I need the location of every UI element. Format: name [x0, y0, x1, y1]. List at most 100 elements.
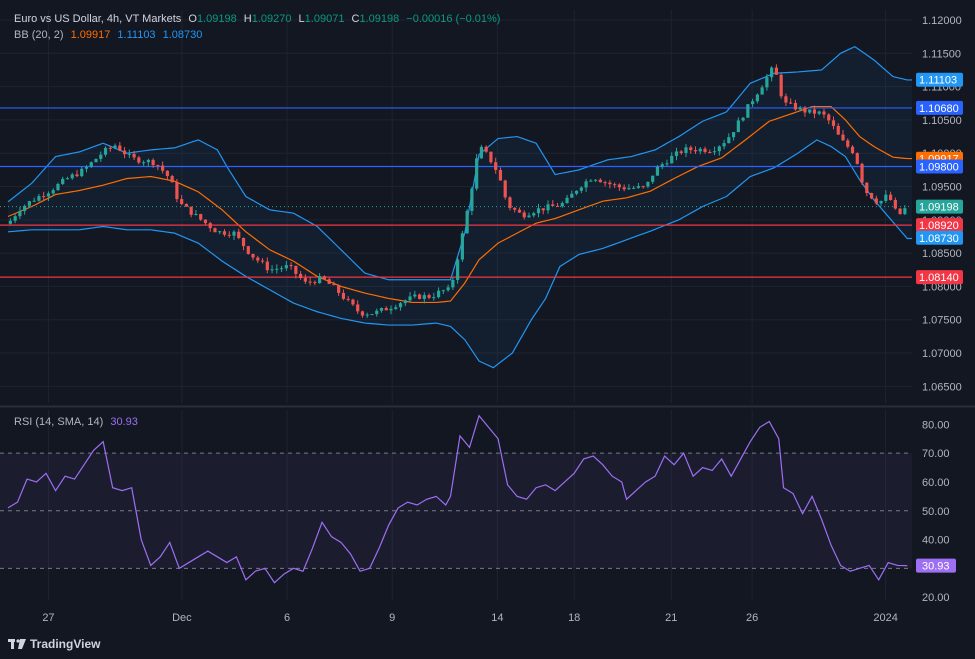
candle-body: [884, 194, 888, 201]
tradingview-logo[interactable]: TradingView: [8, 637, 100, 651]
price-axis-label: 1.08140: [919, 272, 959, 284]
candle-body: [736, 120, 740, 133]
candle-body: [860, 163, 864, 183]
candle-body: [341, 292, 346, 299]
candle-body: [42, 196, 46, 198]
candle-body: [32, 200, 36, 202]
candle-body: [517, 209, 522, 213]
candle-body: [89, 162, 93, 167]
candle-body: [260, 260, 265, 262]
bb-lower-line: [7, 139, 912, 369]
candle-body: [365, 314, 369, 316]
candle-body: [731, 132, 736, 138]
candle-body: [360, 311, 365, 316]
time-axis-tick-label: 14: [491, 612, 503, 624]
bb-basis-line: [7, 105, 912, 304]
bb-basis-value: 1.09917: [70, 29, 111, 41]
time-axis-tick-label: 9: [389, 612, 395, 624]
bb-lower-value: 1.08730: [162, 29, 203, 41]
candle-body: [827, 114, 831, 121]
candle-body: [56, 183, 60, 191]
time-axis-tick-label: 26: [746, 612, 758, 624]
rsi-axis-tick-label: 40.00: [922, 535, 950, 547]
candle-body: [751, 101, 755, 105]
candle-body: [679, 151, 683, 153]
candle-body: [779, 74, 783, 97]
price-axis-label: 1.09800: [919, 162, 959, 174]
candle-body: [70, 174, 74, 179]
candle-body: [817, 111, 821, 114]
candle-body: [841, 134, 845, 141]
candle-body: [855, 153, 859, 164]
candle-body: [470, 188, 474, 211]
candle-body: [755, 94, 759, 102]
candle-body: [498, 169, 503, 181]
price-axis-label-box: [916, 230, 963, 245]
candle-body: [308, 281, 312, 283]
candle-body: [489, 151, 493, 163]
candle-body: [337, 285, 341, 293]
candle-body: [232, 231, 236, 236]
symbol-title: Euro vs US Dollar, 4h, VT Markets: [14, 13, 182, 25]
low-value: 1.09071: [304, 13, 345, 25]
candle-body: [850, 146, 855, 154]
candle-body: [693, 150, 698, 152]
candle-body: [241, 237, 246, 247]
candle-body: [527, 215, 531, 218]
candle-body: [351, 299, 355, 305]
price-axis-label-box: [916, 218, 963, 233]
candle-body: [184, 204, 189, 207]
rsi-axis-tick-label: 60.00: [922, 477, 950, 489]
price-axis-tick-label: 1.09500: [922, 182, 962, 194]
candle-body: [51, 190, 55, 194]
candle-body: [394, 307, 398, 309]
candle-body: [227, 234, 231, 236]
candle-body: [541, 208, 545, 211]
candle-body: [560, 203, 564, 207]
candle-body: [532, 213, 536, 216]
candle-body: [265, 261, 269, 271]
candle-body: [170, 176, 174, 183]
candle-body: [836, 125, 840, 135]
candle-body: [822, 111, 826, 115]
candle-body: [199, 214, 203, 220]
high-label: H: [243, 13, 252, 25]
candle-body: [80, 168, 84, 177]
close-label: C: [351, 13, 360, 25]
candle-body: [898, 208, 902, 215]
bb-legend[interactable]: BB (20, 2) 1.09917 1.11103 1.08730: [14, 29, 206, 41]
candle-body: [379, 308, 384, 311]
candle-body: [313, 282, 317, 284]
rsi-axis-tick-label: 20.00: [922, 592, 950, 604]
candle-body: [370, 314, 374, 316]
candle-body: [327, 279, 331, 284]
candle-body: [831, 120, 836, 126]
candle-body: [513, 207, 517, 210]
open-value: 1.09198: [196, 13, 237, 25]
change-value: −0.00016 (−0.01%): [406, 13, 501, 25]
candle-body: [888, 194, 893, 200]
candle-body: [332, 283, 336, 286]
candle-body: [251, 253, 255, 258]
candle-body: [727, 137, 731, 144]
candle-body: [375, 310, 379, 315]
price-axis-label-box: [916, 72, 963, 87]
rsi-legend[interactable]: RSI (14, SMA, 14) 30.93: [14, 416, 142, 428]
candle-body: [84, 166, 89, 169]
time-axis-tick-label: 2024: [873, 612, 897, 624]
candle-body: [903, 208, 907, 215]
candle-body: [793, 102, 798, 110]
candle-body: [613, 184, 617, 186]
candle-body: [627, 188, 631, 190]
candle-body: [456, 259, 460, 280]
candle-body: [522, 212, 526, 218]
candle-body: [94, 158, 98, 163]
candle-body: [774, 67, 778, 75]
open-label: O: [188, 13, 197, 25]
bb-band-fill: [8, 46, 912, 368]
brand-name: TradingView: [30, 637, 101, 651]
candle-body: [27, 201, 32, 206]
price-axis-tick-label: 1.08500: [922, 248, 962, 260]
